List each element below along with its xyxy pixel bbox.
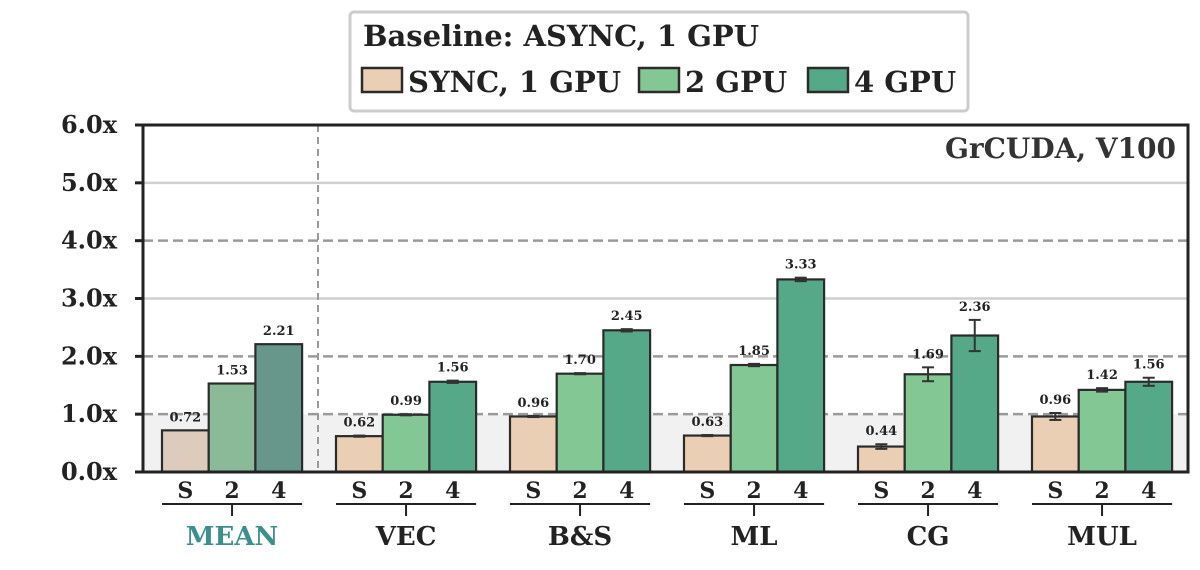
data-label: 1.70 xyxy=(564,353,596,368)
legend-entry: 2 GPU xyxy=(685,65,787,99)
data-label: 1.85 xyxy=(738,344,770,359)
x-tick-label: 2 xyxy=(398,478,413,504)
bars xyxy=(160,276,1174,474)
bar xyxy=(1077,388,1127,474)
data-label: 1.53 xyxy=(216,364,248,379)
y-tick-label: 0.0x xyxy=(61,457,118,486)
bar xyxy=(729,363,779,474)
x-tick-label: 4 xyxy=(793,478,808,504)
bar xyxy=(602,329,652,474)
data-label: 3.33 xyxy=(785,258,817,273)
data-label: 2.36 xyxy=(959,300,991,315)
bar xyxy=(207,382,257,474)
bar xyxy=(1030,415,1080,474)
legend-swatch xyxy=(360,66,404,94)
bar xyxy=(334,435,384,474)
bar xyxy=(508,415,558,474)
x-tick-label: S xyxy=(177,478,193,504)
data-label: 1.42 xyxy=(1086,368,1118,383)
x-tick-label: 4 xyxy=(445,478,460,504)
y-axis: 0.0x 1.0x 2.0x 3.0x 4.0x 5.0x 6.0x xyxy=(61,110,143,486)
x-tick-label: S xyxy=(699,478,715,504)
bar xyxy=(254,343,304,474)
x-tick-label: S xyxy=(873,478,889,504)
legend-swatch xyxy=(806,66,850,94)
data-label: 0.72 xyxy=(170,410,202,425)
data-label: 0.62 xyxy=(344,416,376,431)
data-label: 2.45 xyxy=(611,309,643,324)
bar xyxy=(1124,380,1174,474)
y-tick-label: 2.0x xyxy=(61,341,118,370)
data-label: 0.96 xyxy=(518,396,550,411)
legend: Baseline: ASYNC, 1 GPU SYNC, 1 GPU 2 GPU 4… xyxy=(348,10,970,113)
group-label: VEC xyxy=(375,522,437,552)
value-labels: 0.72 1.53 2.21 0.62 0.99 1.56 0.96 1.70 2.45 0.63… xyxy=(170,258,1165,440)
bar xyxy=(682,434,732,474)
group-label: CG xyxy=(907,522,950,552)
legend-title: Baseline: ASYNC, 1 GPU xyxy=(363,19,759,53)
x-tick-label: 2 xyxy=(746,478,761,504)
x-tick-label: S xyxy=(525,478,541,504)
x-tick-label: 2 xyxy=(572,478,587,504)
legend-items: SYNC, 1 GPU 2 GPU 4 GPU xyxy=(360,65,956,99)
x-tick-label: 2 xyxy=(224,478,239,504)
legend-entry: 4 GPU xyxy=(854,65,956,99)
x-tick-label: S xyxy=(1047,478,1063,504)
group-label: MUL xyxy=(1067,522,1137,552)
group-label: MEAN xyxy=(186,522,279,552)
data-label: 2.21 xyxy=(263,324,295,339)
data-label: 0.99 xyxy=(390,394,422,409)
y-tick-label: 5.0x xyxy=(61,168,118,197)
group-label: B&S xyxy=(548,522,612,552)
grid-lines xyxy=(143,125,1188,472)
bar xyxy=(555,372,605,474)
bar xyxy=(381,413,431,474)
x-tick-label: 4 xyxy=(619,478,634,504)
data-label: 0.63 xyxy=(692,415,724,430)
x-tick-label: 4 xyxy=(1141,478,1156,504)
data-label: 1.56 xyxy=(437,361,469,376)
data-label: 1.56 xyxy=(1133,358,1165,373)
bar xyxy=(776,278,826,474)
y-tick-label: 4.0x xyxy=(61,226,118,255)
legend-swatch xyxy=(637,66,681,94)
bar xyxy=(903,373,953,474)
data-label: 0.44 xyxy=(866,424,898,439)
data-label: 0.96 xyxy=(1040,393,1072,408)
y-tick-label: 3.0x xyxy=(61,284,118,313)
chart-annotation: GrCUDA, V100 xyxy=(945,132,1176,165)
x-tick-label: 4 xyxy=(967,478,982,504)
bar xyxy=(950,334,1000,474)
x-tick-label: 2 xyxy=(920,478,935,504)
y-tick-label: 6.0x xyxy=(61,110,118,139)
y-tick-label: 1.0x xyxy=(61,399,118,428)
plot-frame xyxy=(141,123,1190,474)
legend-entry: SYNC, 1 GPU xyxy=(408,65,621,99)
data-label: 1.69 xyxy=(912,347,944,362)
bar xyxy=(428,380,478,474)
group-label: ML xyxy=(731,522,778,552)
x-tick-label: 2 xyxy=(1094,478,1109,504)
x-tick-label: 4 xyxy=(271,478,286,504)
x-tick-label: S xyxy=(351,478,367,504)
bar xyxy=(160,429,210,474)
bar xyxy=(856,445,906,474)
